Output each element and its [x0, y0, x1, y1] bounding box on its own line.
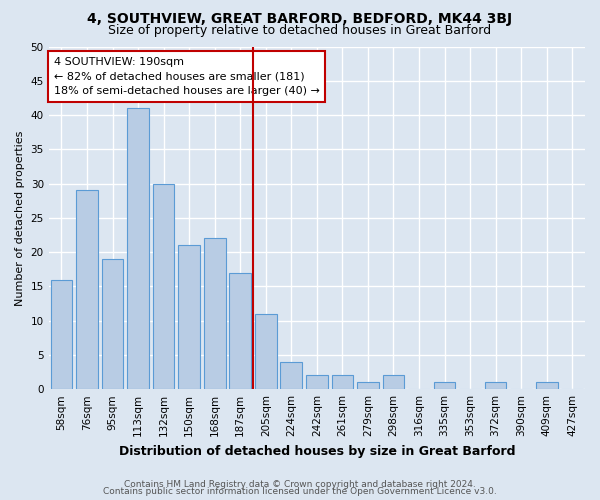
Bar	[204, 238, 226, 389]
Bar	[127, 108, 149, 389]
Bar	[178, 246, 200, 389]
Bar	[485, 382, 506, 389]
Bar	[76, 190, 98, 389]
Bar	[153, 184, 175, 389]
X-axis label: Distribution of detached houses by size in Great Barford: Distribution of detached houses by size …	[119, 444, 515, 458]
Text: Contains public sector information licensed under the Open Government Licence v3: Contains public sector information licen…	[103, 487, 497, 496]
Bar	[50, 280, 72, 389]
Text: 4, SOUTHVIEW, GREAT BARFORD, BEDFORD, MK44 3BJ: 4, SOUTHVIEW, GREAT BARFORD, BEDFORD, MK…	[88, 12, 512, 26]
Bar	[306, 376, 328, 389]
Bar	[280, 362, 302, 389]
Y-axis label: Number of detached properties: Number of detached properties	[15, 130, 25, 306]
Bar	[536, 382, 557, 389]
Bar	[229, 272, 251, 389]
Text: Size of property relative to detached houses in Great Barford: Size of property relative to detached ho…	[109, 24, 491, 37]
Bar	[332, 376, 353, 389]
Bar	[255, 314, 277, 389]
Bar	[383, 376, 404, 389]
Text: Contains HM Land Registry data © Crown copyright and database right 2024.: Contains HM Land Registry data © Crown c…	[124, 480, 476, 489]
Bar	[434, 382, 455, 389]
Text: 4 SOUTHVIEW: 190sqm
← 82% of detached houses are smaller (181)
18% of semi-detac: 4 SOUTHVIEW: 190sqm ← 82% of detached ho…	[54, 57, 320, 96]
Bar	[101, 259, 124, 389]
Bar	[357, 382, 379, 389]
